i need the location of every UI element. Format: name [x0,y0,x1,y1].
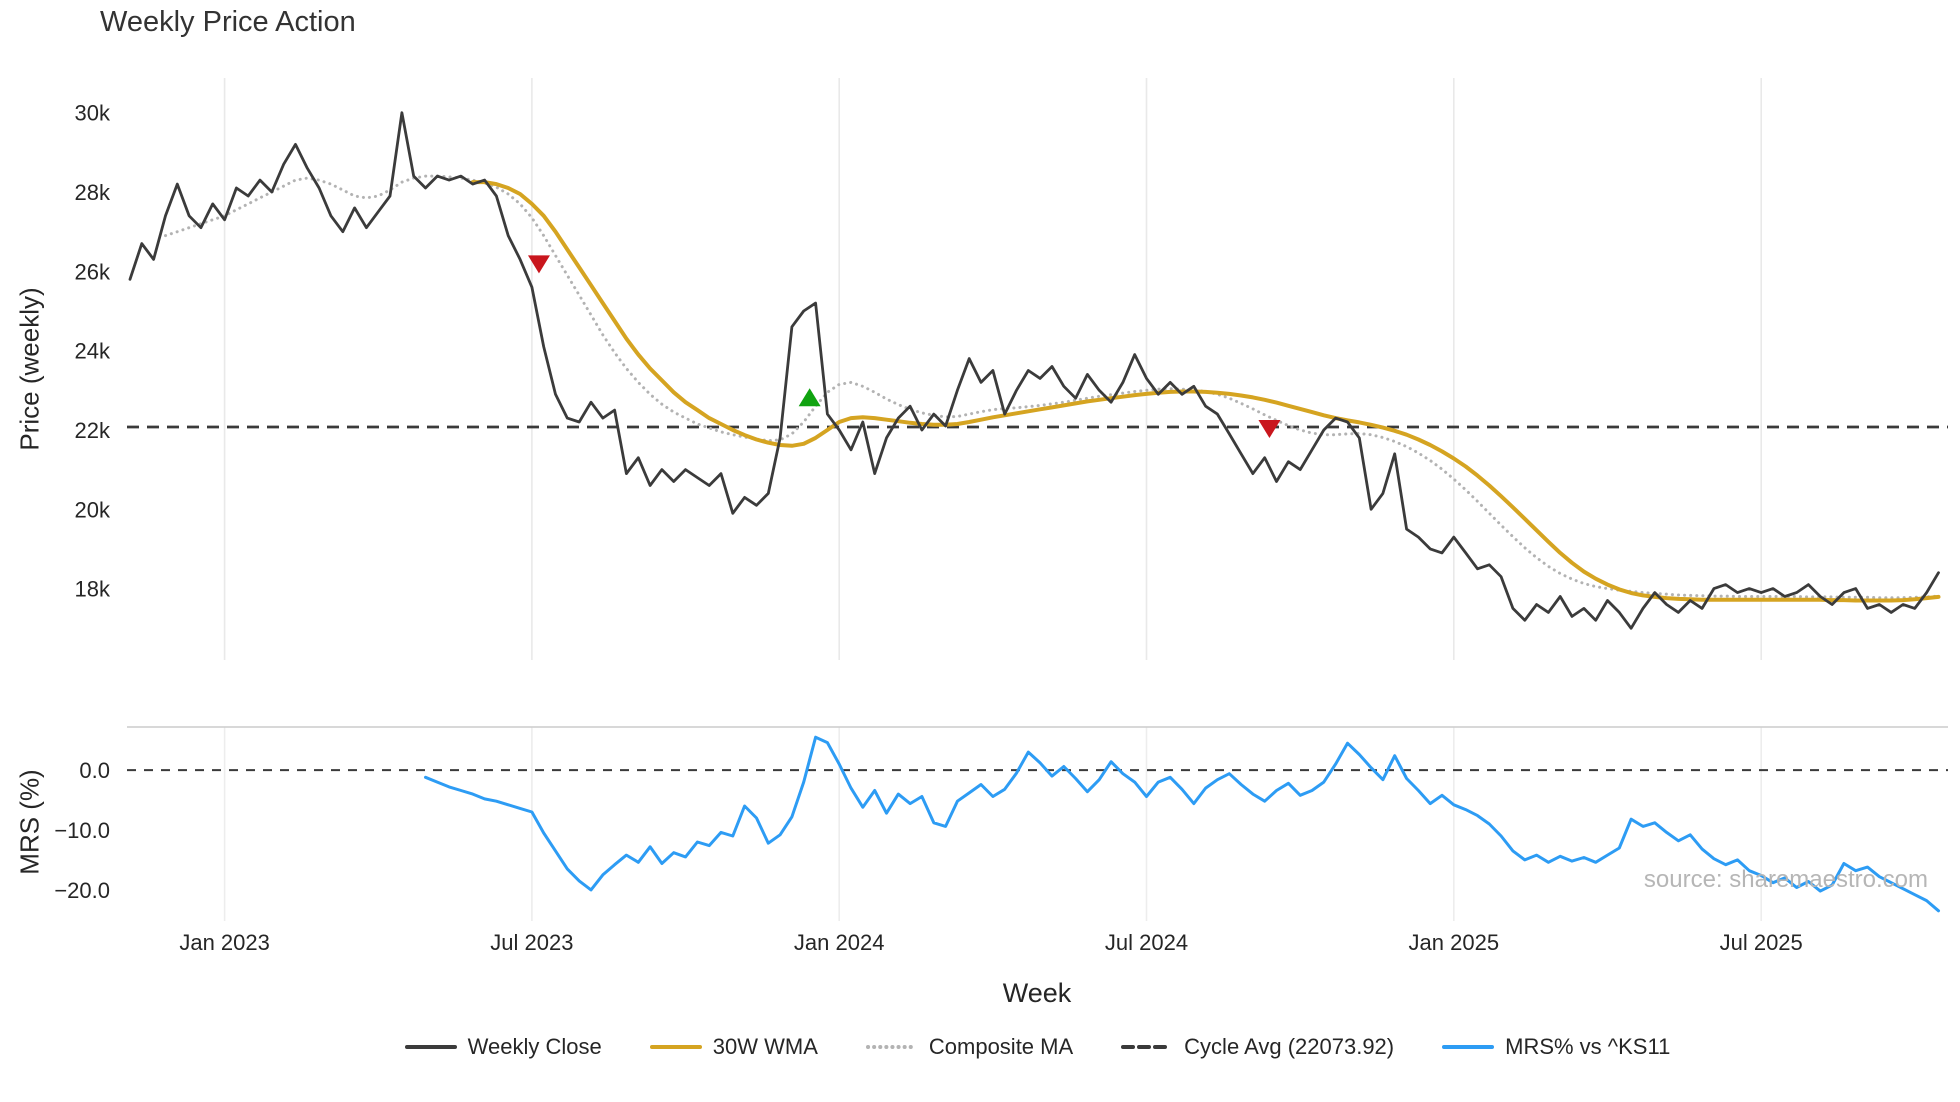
x-axis-title: Week [1002,978,1072,1008]
legend-line-sample [1442,1040,1495,1054]
legend-label: Composite MA [928,1034,1074,1059]
wma-line [470,180,1941,603]
legend-line-glyph [1121,1045,1174,1049]
price-axis-title: Price (weekly) [14,287,45,451]
legend-line-sample [404,1040,457,1054]
legend-item-cycle-avg: Cycle Avg (22073.92) [1121,1034,1394,1060]
price-y-tick-label: 26k [75,259,111,284]
sell-signal-marker [527,255,550,274]
x-tick-label: Jan 2025 [1409,930,1500,955]
x-tick-label: Jan 2023 [179,930,270,955]
legend-line-glyph [865,1045,918,1049]
legend-label: MRS% vs ^KS11 [1505,1034,1671,1059]
legend-item-mrs: MRS% vs ^KS11 [1442,1034,1670,1060]
price-y-tick-label: 30k [75,101,111,126]
chart-title: Weekly Price Action [100,6,356,38]
mrs-y-tick-label: −20.0 [54,878,110,903]
weekly-close-line [128,111,1940,630]
mrs-line [424,735,1940,913]
mrs-y-tick-label: 0.0 [79,758,110,783]
x-tick-label: Jul 2023 [490,930,573,955]
mrs-y-tick-label: −10.0 [54,818,110,843]
legend-line-sample [865,1040,918,1054]
legend-line-glyph [649,1045,702,1049]
composite-ma-line [164,174,1940,600]
price-y-tick-label: 24k [75,339,111,364]
legend-item-weekly-close: Weekly Close [404,1034,602,1060]
legend-line-sample [649,1040,702,1054]
x-tick-label: Jul 2025 [1720,930,1803,955]
x-tick-label: Jul 2024 [1105,930,1188,955]
price-y-tick-label: 18k [75,577,111,602]
x-tick-label: Jan 2024 [794,930,885,955]
legend-item-composite-ma: Composite MA [865,1034,1074,1060]
price-y-tick-label: 28k [75,180,111,205]
source-note: source: sharemaestro.com [1643,866,1928,893]
legend-label: Cycle Avg (22073.92) [1184,1034,1395,1059]
legend-label: Weekly Close [467,1034,602,1059]
legend: Weekly Close 30W WMA Composite MA Cycle … [127,1034,1948,1060]
legend-line-glyph [404,1045,457,1049]
legend-item-30w-wma: 30W WMA [649,1034,818,1060]
price-y-tick-label: 22k [75,418,111,443]
legend-line-sample [1121,1040,1174,1054]
legend-label: 30W WMA [712,1034,818,1059]
sell-signal-marker [1258,419,1281,438]
mrs-axis-title: MRS (%) [14,769,45,875]
price-y-tick-label: 20k [75,497,111,522]
buy-signal-marker [798,388,821,407]
legend-line-glyph [1442,1045,1495,1049]
